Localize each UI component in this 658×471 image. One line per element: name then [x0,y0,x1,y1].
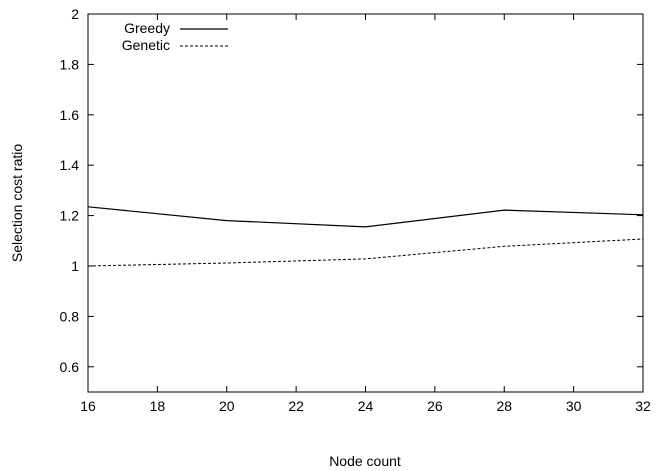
series-line-greedy [87,206,644,228]
y-tick-label: 1.2 [60,208,80,224]
legend-label-greedy: Greedy [124,20,170,36]
x-tick-label: 22 [288,398,304,414]
x-tick-label: 28 [496,398,512,414]
x-tick-label: 26 [427,398,443,414]
y-tick-label: 1.8 [60,56,80,72]
y-tick-label: 0.8 [60,308,80,324]
x-tick-label: 24 [358,398,374,414]
legend-label-genetic: Genetic [122,37,170,53]
y-axis-title: Selection cost ratio [9,144,25,262]
x-tick-label: 30 [566,398,582,414]
tick-labels: 16 18 20 22 24 26 28 30 32 0.6 0.8 1 1.2 1.4 1.6 1.8 2 [60,6,651,414]
x-tick-label: 16 [80,398,96,414]
axis-ticks [87,13,644,392]
x-tick-label: 18 [150,398,166,414]
series-line-genetic [87,238,644,267]
y-tick-label: 0.6 [60,359,80,375]
x-axis-title: Node count [329,453,401,469]
x-tick-label: 20 [219,398,235,414]
legend: Greedy Genetic [122,20,228,53]
series-lines [87,206,644,267]
y-tick-label: 1.4 [60,157,80,173]
plot-frame [87,13,644,393]
y-tick-label: 2 [71,6,79,22]
y-tick-label: 1 [71,258,79,274]
x-tick-label: 32 [635,398,651,414]
y-tick-label: 1.6 [60,107,80,123]
